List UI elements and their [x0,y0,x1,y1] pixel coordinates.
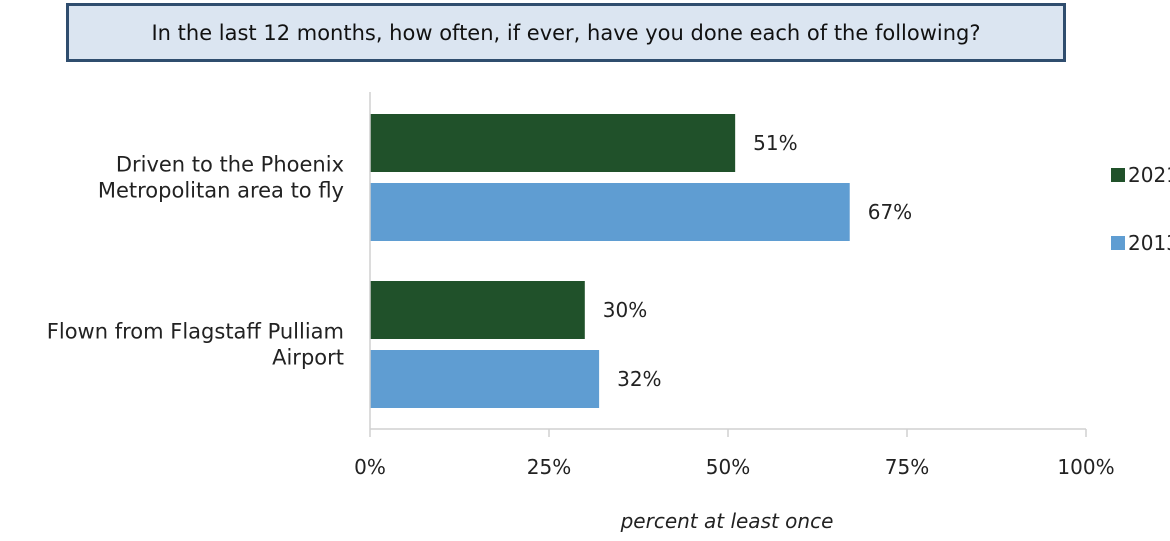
x-tick-label: 75% [885,455,929,479]
bar [370,350,600,408]
axes: 0% 25% 50% 75% 100% [354,92,1115,479]
data-label: 51% [753,131,797,155]
bar [370,281,585,339]
bar [370,114,736,172]
legend-swatch [1111,236,1125,250]
legend-swatch [1111,168,1125,182]
legend: 2021 2013 [1111,163,1170,255]
data-label: 30% [603,298,647,322]
data-label: 32% [617,367,661,391]
legend-label: 2013 [1128,231,1170,255]
category-label: Driven to the Phoenix Metropolitan area t… [98,153,344,203]
x-tick-label: 25% [527,455,571,479]
x-axis-title: percent at least once [620,509,834,533]
category-label: Flown from Flagstaff Pulliam Airport [47,320,344,370]
x-tick-label: 50% [706,455,750,479]
chart-title: In the last 12 months, how often, if eve… [66,3,1066,62]
x-tick-label: 100% [1057,455,1114,479]
data-label: 67% [868,200,912,224]
category-labels: Driven to the Phoenix Metropolitan area t… [47,153,344,370]
value-labels: 51% 67% 30% 32% [603,131,912,391]
bars [370,114,850,408]
x-tick-label: 0% [354,455,386,479]
bar [370,183,850,241]
legend-label: 2021 [1128,163,1170,187]
